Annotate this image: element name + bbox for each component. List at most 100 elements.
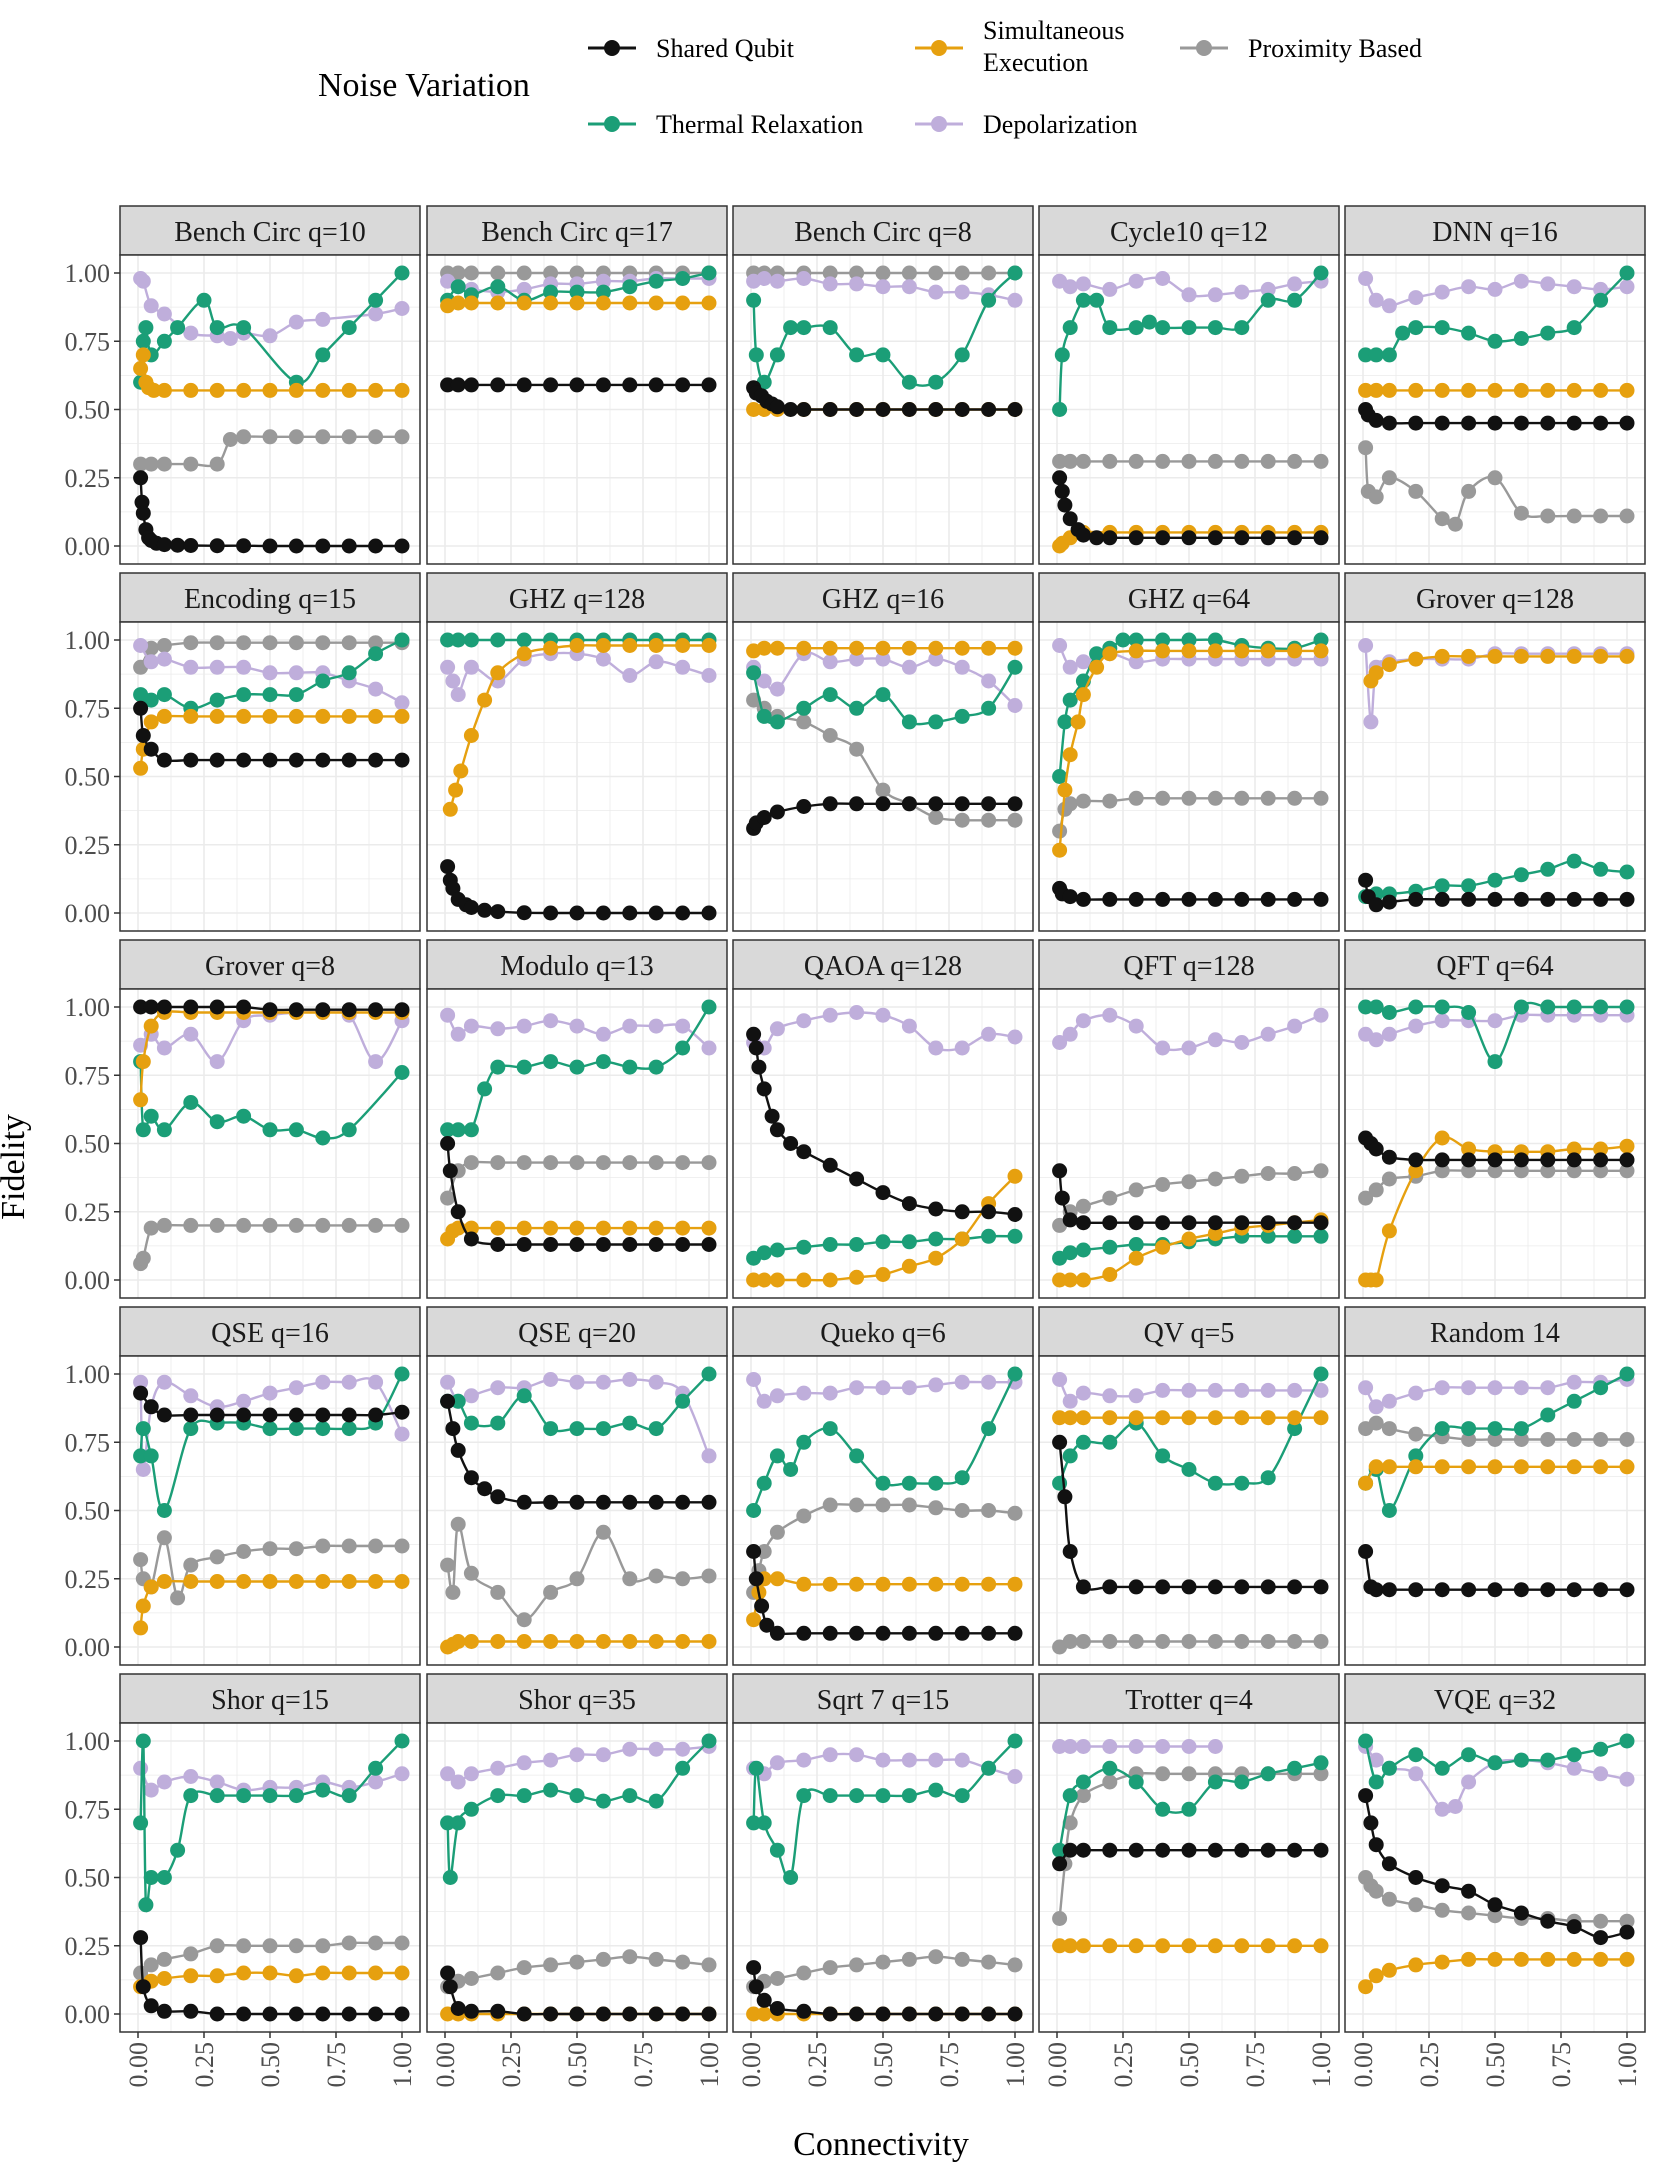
data-point bbox=[543, 1013, 559, 1029]
data-point bbox=[928, 284, 944, 300]
series-thermal bbox=[746, 1733, 1023, 1885]
data-point bbox=[1155, 453, 1171, 469]
data-point bbox=[875, 1185, 891, 1201]
data-point bbox=[156, 1217, 172, 1233]
series-shared bbox=[746, 796, 1023, 836]
data-point bbox=[981, 2006, 997, 2022]
data-point bbox=[288, 314, 304, 330]
data-point bbox=[368, 2006, 384, 2022]
data-point bbox=[394, 1366, 410, 1382]
data-point bbox=[746, 1815, 762, 1831]
data-point bbox=[209, 1549, 225, 1565]
data-point bbox=[849, 1957, 865, 1973]
data-point bbox=[315, 1965, 331, 1981]
data-point bbox=[1313, 632, 1329, 648]
data-point bbox=[1461, 1005, 1477, 1020]
series-simul bbox=[440, 295, 717, 314]
series-depol bbox=[1358, 271, 1635, 314]
data-point bbox=[1566, 279, 1582, 295]
data-point bbox=[1593, 1913, 1609, 1929]
data-point bbox=[1540, 891, 1556, 907]
data-point bbox=[1089, 292, 1105, 308]
data-point bbox=[875, 687, 891, 703]
data-point bbox=[156, 1574, 172, 1589]
data-point bbox=[133, 700, 149, 716]
data-point bbox=[796, 700, 812, 716]
data-point bbox=[622, 1155, 638, 1171]
data-point bbox=[1234, 643, 1250, 659]
data-point bbox=[1619, 508, 1635, 524]
data-point bbox=[746, 1544, 762, 1559]
data-point bbox=[796, 640, 812, 656]
data-point bbox=[1052, 1035, 1068, 1050]
data-point bbox=[209, 1788, 225, 1804]
data-point bbox=[156, 1774, 172, 1790]
data-point bbox=[901, 279, 917, 295]
data-point bbox=[1513, 1380, 1529, 1396]
data-point bbox=[262, 1217, 278, 1233]
data-point bbox=[1181, 1174, 1197, 1190]
data-point bbox=[1089, 530, 1105, 546]
panel-border bbox=[732, 621, 1034, 932]
facet-strip bbox=[426, 1673, 728, 1724]
data-point bbox=[622, 638, 638, 653]
data-point bbox=[133, 1385, 149, 1401]
legend-label: Depolarization bbox=[983, 110, 1138, 139]
y-tick-label: 0.50 bbox=[65, 1497, 111, 1526]
data-point bbox=[368, 1538, 384, 1554]
data-point bbox=[1234, 1215, 1250, 1231]
facet-panel: Bench Circ q=100.000.250.500.751.00 bbox=[65, 205, 421, 565]
data-point bbox=[368, 292, 384, 308]
data-point bbox=[516, 1788, 532, 1804]
data-point bbox=[701, 2006, 717, 2022]
data-point bbox=[849, 1171, 865, 1187]
data-point bbox=[450, 1774, 466, 1790]
data-point bbox=[156, 1971, 172, 1986]
facet-panels: Bench Circ q=100.000.250.500.751.00Bench… bbox=[65, 205, 1646, 2088]
data-point bbox=[849, 402, 865, 417]
data-point bbox=[1408, 1152, 1424, 1168]
data-point bbox=[1408, 320, 1424, 336]
data-point bbox=[445, 1421, 461, 1437]
data-point bbox=[133, 760, 149, 776]
data-point bbox=[1487, 415, 1503, 431]
data-point bbox=[1260, 1382, 1276, 1398]
data-point bbox=[1619, 1459, 1635, 1475]
data-point bbox=[1593, 281, 1609, 297]
data-point bbox=[1062, 453, 1078, 469]
data-point bbox=[1128, 1410, 1144, 1426]
data-point bbox=[143, 1399, 159, 1415]
series-thermal bbox=[1358, 265, 1635, 363]
facet-panel: Shor q=350.00 0.25 0.50 0.75 1.00 bbox=[426, 1673, 728, 2088]
series-shared bbox=[1052, 880, 1329, 907]
data-point bbox=[134, 494, 150, 510]
data-point bbox=[748, 1760, 764, 1776]
series-depol bbox=[1052, 1372, 1329, 1409]
data-point bbox=[1313, 1382, 1329, 1398]
data-point bbox=[341, 665, 357, 681]
data-point bbox=[1102, 1388, 1118, 1404]
data-point bbox=[543, 1584, 559, 1600]
facet-strip bbox=[732, 205, 1034, 256]
data-point bbox=[1181, 891, 1197, 907]
data-point bbox=[236, 320, 252, 336]
data-point bbox=[1181, 1040, 1197, 1056]
data-point bbox=[622, 377, 638, 393]
data-point bbox=[1062, 1026, 1078, 1042]
data-point bbox=[1358, 872, 1374, 888]
data-point bbox=[1487, 1755, 1503, 1771]
data-point bbox=[1513, 273, 1529, 289]
data-point bbox=[595, 1421, 611, 1437]
data-point bbox=[368, 1217, 384, 1233]
data-point bbox=[209, 382, 225, 398]
data-point bbox=[769, 1122, 785, 1138]
data-point bbox=[901, 1196, 917, 1212]
data-point bbox=[648, 1237, 664, 1252]
data-point bbox=[315, 2006, 331, 2022]
data-point bbox=[954, 1503, 970, 1518]
data-point bbox=[209, 659, 225, 675]
data-point bbox=[849, 640, 865, 656]
data-point bbox=[1313, 1163, 1329, 1179]
